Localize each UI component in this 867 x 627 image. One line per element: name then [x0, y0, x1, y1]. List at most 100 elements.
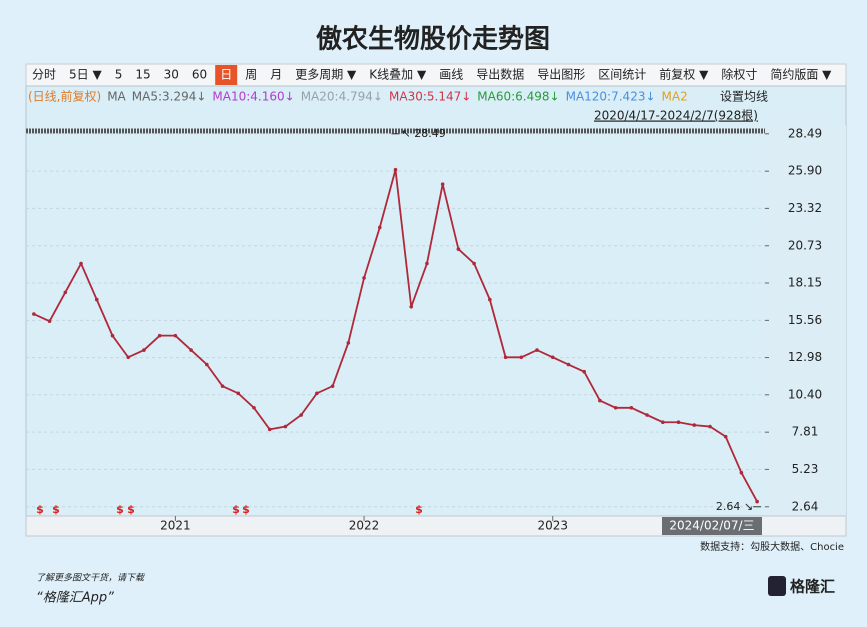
price-point — [315, 391, 319, 396]
price-point — [189, 348, 193, 352]
toolbar-item[interactable]: 画线 — [439, 68, 463, 82]
price-point — [299, 413, 303, 417]
price-point — [582, 369, 586, 374]
price-point — [598, 398, 602, 403]
price-point — [63, 290, 68, 295]
toolbar-item[interactable]: 周 — [245, 68, 257, 82]
toolbar-item[interactable]: 30 — [164, 68, 179, 82]
toolbar-item[interactable]: K线叠加 ▼ — [369, 68, 427, 82]
toolbar-item[interactable]: 5 — [115, 68, 123, 82]
price-point — [629, 405, 634, 410]
toolbar-item[interactable]: 简约版面 ▼ — [770, 67, 832, 82]
y-tick-label: 25.90 — [788, 164, 822, 178]
range-label: 2020/4/17-2024/2/7(928根) — [594, 109, 758, 123]
x-tick-label: 2022 — [349, 519, 380, 533]
price-point — [346, 341, 351, 345]
toolbar-active — [215, 65, 238, 85]
price-point — [519, 355, 524, 360]
toolbar-item[interactable]: 更多周期 ▼ — [295, 68, 357, 82]
price-point — [645, 413, 649, 417]
y-tick-label: 2.64 — [792, 499, 819, 513]
y-tick-label: 12.98 — [788, 350, 822, 364]
x-tick-label: 2023 — [537, 519, 568, 533]
chart-panel — [25, 85, 847, 537]
y-tick-label: 28.49 — [788, 126, 822, 140]
price-point — [755, 499, 759, 504]
price-point — [472, 261, 476, 266]
y-axis-band — [765, 125, 846, 516]
toolbar-item[interactable]: 除权寸 — [721, 67, 757, 82]
price-point — [236, 391, 241, 396]
annotation: ↖ 28.49 — [402, 127, 446, 140]
logo-icon — [768, 576, 786, 596]
price-point — [79, 261, 83, 266]
toolbar-item[interactable]: 5日 ▼ — [69, 68, 102, 82]
toolbar-item[interactable]: 前复权 ▼ — [659, 67, 709, 82]
event-marker: $ — [116, 503, 124, 516]
footer-note: 了解更多图文干货，请下载 — [36, 573, 145, 584]
price-point — [425, 261, 429, 266]
source: 数据支持：勾股大数据、Chocie — [700, 540, 844, 553]
event-marker: $ — [36, 503, 44, 516]
toolbar-item[interactable]: 60 — [192, 68, 207, 82]
price-point — [267, 427, 272, 432]
price-point — [32, 312, 36, 316]
price-point — [126, 355, 131, 360]
price-point — [393, 167, 398, 172]
ma-label: (日线,前复权) — [28, 89, 101, 104]
price-point — [566, 362, 571, 367]
event-marker: $ — [232, 503, 240, 516]
event-marker: $ — [127, 503, 135, 516]
price-point — [660, 420, 665, 425]
ma-label: MA20:4.794↓ — [301, 90, 383, 104]
price-point — [157, 333, 162, 338]
settings-label[interactable]: 设置均线 — [720, 90, 768, 104]
event-marker: $ — [415, 503, 423, 516]
toolbar-item[interactable]: 分时 — [32, 68, 56, 82]
price-point — [535, 348, 539, 352]
price-point — [676, 420, 681, 425]
price-point — [692, 423, 697, 427]
price-point — [330, 384, 335, 388]
y-tick-label: 18.15 — [788, 275, 822, 289]
footer-app: “格隆汇App” — [36, 591, 114, 606]
price-point — [362, 276, 366, 280]
x-cursor-box — [662, 517, 762, 535]
ma-label: MA5:3.294↓ — [132, 90, 207, 104]
toolbar-item[interactable]: 导出图形 — [537, 68, 585, 82]
logo: 格隆汇 — [790, 578, 835, 596]
price-point — [488, 297, 492, 302]
toolbar-item[interactable]: 15 — [135, 68, 150, 82]
toolbar-item[interactable]: 导出数据 — [476, 67, 524, 82]
event-marker: $ — [52, 503, 60, 516]
y-tick-label: 20.73 — [788, 238, 822, 252]
price-point — [723, 434, 728, 439]
price-point — [205, 362, 209, 367]
annotation: 2.64 ↘ — [716, 500, 753, 513]
price-point — [142, 348, 146, 352]
price-point — [47, 319, 52, 324]
price-point — [708, 424, 712, 429]
price-point — [613, 405, 618, 410]
toolbar-item[interactable]: 月 — [270, 68, 282, 82]
y-tick-label: 5.23 — [792, 462, 819, 476]
event-marker: $ — [242, 503, 250, 516]
price-point — [503, 355, 508, 360]
toolbar-item[interactable]: 区间统计 — [598, 68, 646, 82]
price-point — [409, 304, 414, 309]
price-point — [550, 355, 555, 360]
ma-label: MA — [107, 90, 126, 104]
ma-label: MA60:6.498↓ — [477, 90, 559, 104]
ma-label: MA10:4.160↓ — [212, 90, 294, 104]
price-point — [456, 247, 461, 251]
x-axis-band — [25, 515, 847, 537]
x-tick-label: 2021 — [160, 519, 191, 533]
price-point — [252, 405, 256, 410]
ma-label: MA2 — [662, 90, 688, 104]
toolbar-item[interactable]: 日 — [220, 68, 232, 82]
price-point — [739, 470, 744, 475]
price-point — [110, 333, 115, 338]
y-tick-label: 10.40 — [788, 387, 822, 401]
price-point — [173, 333, 178, 338]
ma-label: MA30:5.147↓ — [389, 90, 471, 104]
